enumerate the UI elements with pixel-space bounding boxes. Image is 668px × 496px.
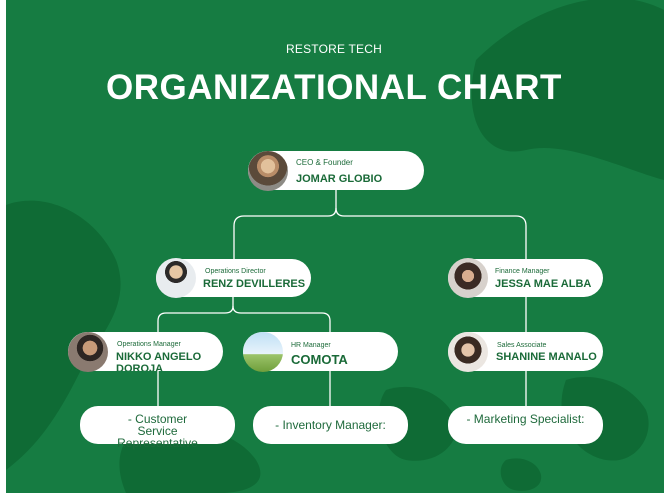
sales-associate-role: Sales Associate: [497, 342, 547, 349]
hr-manager-role: HR Manager: [291, 342, 331, 349]
page-title: ORGANIZATIONAL CHART: [106, 68, 562, 107]
connector-director-ops-manager: [157, 297, 234, 333]
sales-associate-name: SHANINE MANALO: [496, 351, 597, 363]
operations-manager-avatar: [68, 332, 108, 372]
finance-manager-name: JESSA MAE ALBA: [495, 278, 592, 290]
operations-director-name: RENZ DEVILLERES: [203, 278, 306, 290]
connector-ceo-ops-director: [233, 190, 337, 260]
operations-manager-name: NIKKO ANGELO DOROJA: [116, 351, 202, 371]
connector-director-hr: [232, 305, 331, 333]
background-blobs: [6, 0, 664, 493]
connector-ceo-finance: [335, 207, 527, 260]
ceo-name: JOMAR GLOBIO: [296, 173, 383, 185]
duty-customer-service: - Customer Service Representative: [80, 406, 235, 449]
ceo-role: CEO & Founder: [296, 158, 353, 167]
hr-manager-name: COMOTA: [291, 352, 348, 367]
sales-associate-avatar: [448, 332, 488, 372]
ceo-avatar: [248, 151, 288, 191]
finance-manager-role: Finance Manager: [495, 268, 550, 275]
duty-inventory: - Inventory Manager:: [253, 406, 408, 444]
company-name: RESTORE TECH: [286, 42, 382, 56]
duty-marketing: - Marketing Specialist:: [448, 406, 603, 444]
operations-director-avatar: [156, 258, 196, 298]
hr-manager-avatar: [243, 332, 283, 372]
finance-manager-avatar: [448, 258, 488, 298]
operations-director-role: Operations Director: [205, 268, 266, 275]
operations-manager-role: Operations Manager: [117, 341, 181, 348]
